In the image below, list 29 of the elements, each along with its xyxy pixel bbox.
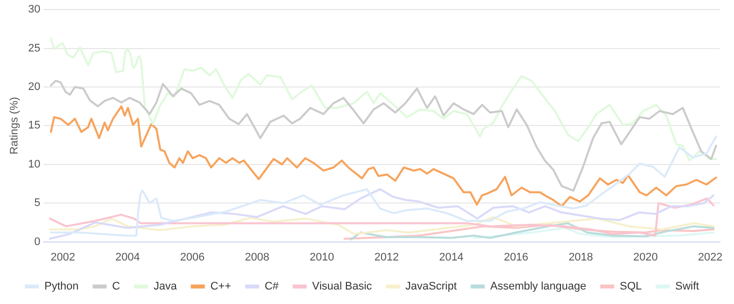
- y-tick-label: 10: [28, 158, 40, 170]
- y-tick-label: 15: [28, 120, 40, 132]
- legend-label: JavaScript: [405, 280, 457, 293]
- x-tick-label: 2018: [568, 251, 594, 264]
- legend-label: SQL: [620, 280, 642, 293]
- x-tick-label: 2002: [50, 251, 76, 264]
- x-tick-label: 2006: [180, 251, 205, 264]
- legend-label: C#: [264, 280, 280, 293]
- y-tick-label: 30: [28, 4, 40, 16]
- legend-label: Assembly language: [490, 280, 586, 293]
- legend-label: C: [112, 280, 120, 293]
- legend-label: Swift: [675, 280, 700, 293]
- y-tick-label: 0: [34, 236, 40, 248]
- legend-label: Java: [154, 280, 178, 293]
- legend-label: Visual Basic: [312, 280, 372, 293]
- x-tick-label: 2022: [698, 251, 723, 264]
- x-tick-label: 2014: [439, 251, 464, 264]
- x-tick-label: 2010: [310, 251, 334, 264]
- y-tick-label: 20: [28, 81, 40, 94]
- y-tick-label: 5: [34, 197, 40, 210]
- x-tick-label: 2012: [374, 251, 399, 264]
- y-tick-label: 25: [28, 42, 40, 54]
- y-axis-title: Ratings (%): [8, 96, 21, 154]
- x-tick-label: 2004: [115, 251, 140, 264]
- x-tick-label: 2020: [633, 251, 658, 264]
- legend-label: Python: [44, 280, 79, 293]
- legend-label: C++: [210, 280, 232, 293]
- x-tick-label: 2008: [244, 251, 270, 264]
- x-tick-label: 2016: [504, 251, 528, 264]
